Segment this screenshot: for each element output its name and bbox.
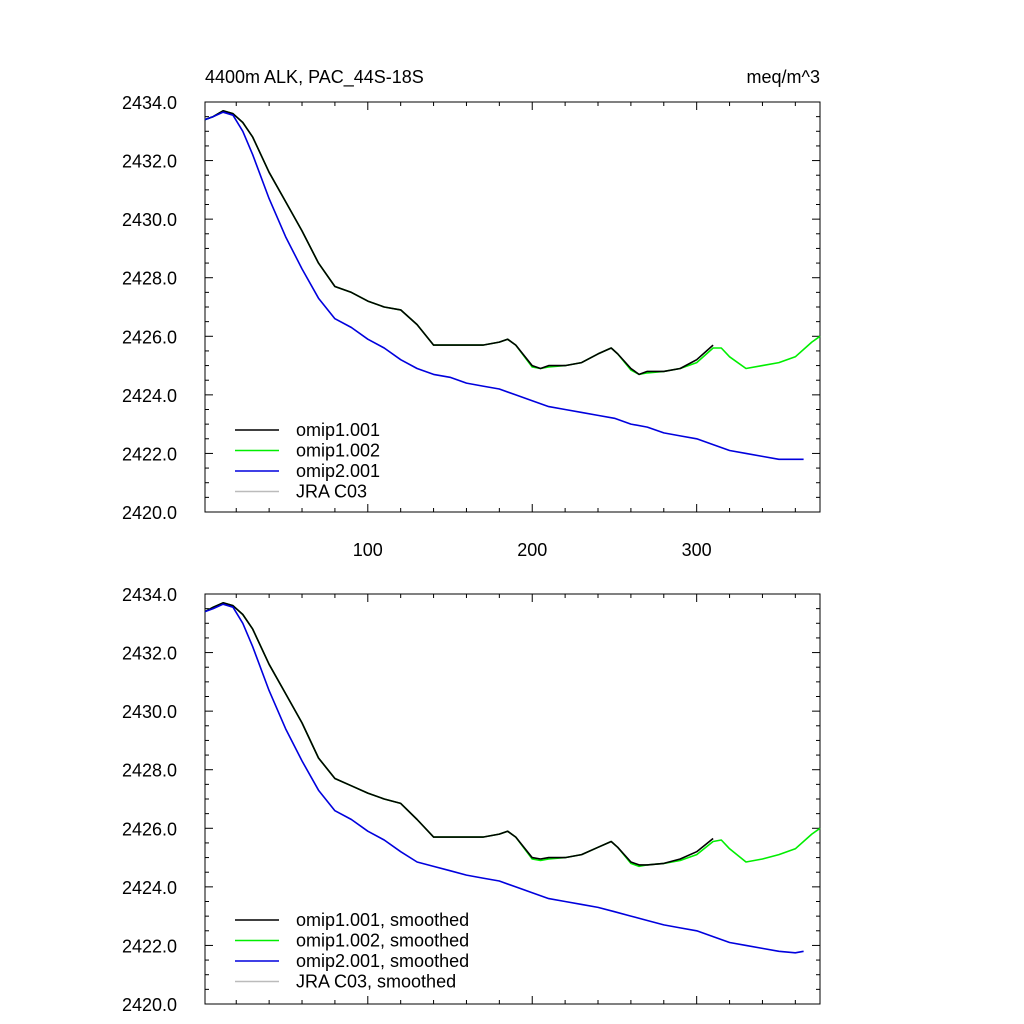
y-tick-label: 2430.0 — [122, 702, 177, 722]
series-line-omip2-001-smoothed — [204, 603, 804, 954]
legend-label-omip1-002: omip1.002 — [296, 441, 380, 461]
y-tick-label: 2428.0 — [122, 761, 177, 781]
y-tick-label: 2430.0 — [122, 210, 177, 230]
axes-frame — [204, 101, 821, 513]
chart-title: 4400m ALK, PAC_44S-18S — [205, 67, 424, 88]
legend-label-omip2-001: omip2.001 — [296, 461, 380, 481]
units-label: meq/m^3 — [747, 67, 820, 87]
legend-label-jra-c03-smoothed: JRA C03, smoothed — [296, 972, 456, 992]
series-line-omip1-001-smoothed — [204, 601, 714, 866]
series-lines — [204, 110, 821, 461]
y-tick-labels: 2420.0 2422.0 2424.0 2426.0 2428.0 2430.0 2432… — [122, 93, 177, 523]
series-line-omip2-001 — [204, 111, 804, 461]
y-tick-label: 2420.0 — [122, 995, 177, 1015]
legend-label-omip1-001: omip1.001 — [296, 420, 380, 440]
legend-label-jra-c03: JRA C03 — [296, 482, 367, 502]
x-tick-labels: 100 200 300 — [353, 540, 712, 560]
y-tick-label: 2424.0 — [122, 386, 177, 406]
y-tick-label: 2424.0 — [122, 878, 177, 898]
legend-label-omip2-001-smoothed: omip2.001, smoothed — [296, 951, 469, 971]
series-lines — [204, 601, 821, 954]
y-tick-label: 2434.0 — [122, 93, 177, 113]
y-tick-labels: 2420.0 2422.0 2424.0 2426.0 2428.0 2430.0 2432… — [122, 585, 177, 1015]
y-tick-label: 2422.0 — [122, 444, 177, 464]
y-tick-label: 2434.0 — [122, 585, 177, 605]
legend-label-omip1-002-smoothed: omip1.002, smoothed — [296, 931, 469, 951]
axes-frame — [204, 593, 821, 1005]
y-tick-label: 2422.0 — [122, 936, 177, 956]
top-panel: 4400m ALK, PAC_44S-18S meq/m^3 2420.0242… — [122, 67, 821, 560]
y-tick-label: 2432.0 — [122, 644, 177, 664]
x-tick-label: 200 — [517, 540, 547, 560]
bottom-panel: 2420.0 2422.0 2424.0 2426.0 2428.0 2430.0 2432… — [122, 585, 821, 1015]
y-tick-label: 2426.0 — [122, 819, 177, 839]
y-tick-label: 2428.0 — [122, 269, 177, 289]
series-line-omip1-001 — [204, 110, 714, 376]
y-tick-label: 2426.0 — [122, 327, 177, 347]
y-tick-label: 2420.0 — [122, 503, 177, 523]
y-tick-label: 2432.0 — [122, 152, 177, 172]
x-tick-label: 300 — [682, 540, 712, 560]
x-tick-label: 100 — [353, 540, 383, 560]
legend-label-omip1-001-smoothed: omip1.001, smoothed — [296, 910, 469, 930]
